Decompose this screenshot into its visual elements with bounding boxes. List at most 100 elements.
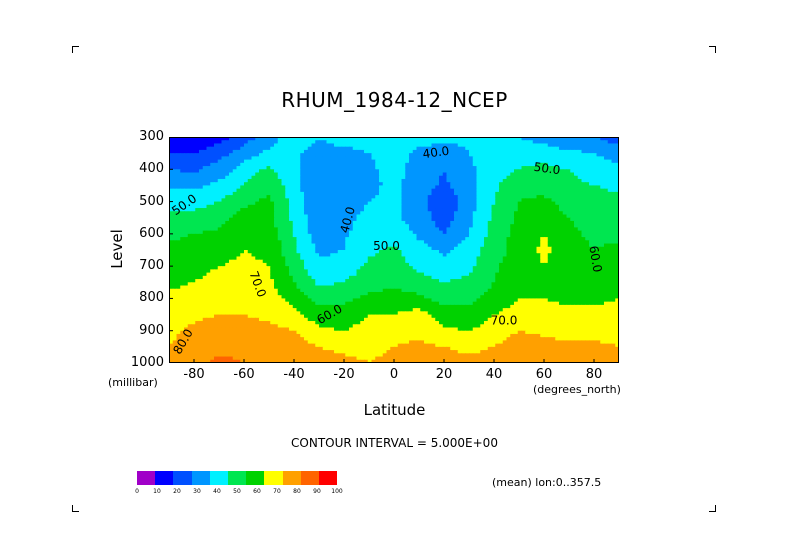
heatmap-cell — [615, 185, 619, 190]
heatmap-cell — [506, 256, 511, 261]
heatmap-cell — [296, 259, 301, 264]
heatmap-cell — [544, 246, 549, 251]
heatmap-cell — [442, 243, 448, 248]
heatmap-cell — [532, 227, 538, 232]
heatmap-cell — [307, 204, 313, 209]
heatmap-cell — [446, 153, 451, 157]
heatmap-cell — [547, 188, 553, 193]
heatmap-cell — [311, 237, 316, 241]
heatmap-cell — [495, 214, 500, 219]
heatmap-cell — [319, 172, 324, 177]
heatmap-cell — [409, 246, 414, 251]
heatmap-cell — [255, 253, 260, 258]
heatmap-cell — [562, 230, 568, 235]
heatmap-cell — [322, 166, 328, 170]
heatmap-cell — [255, 198, 260, 203]
heatmap-cell — [255, 214, 260, 219]
heatmap-cell — [345, 208, 350, 212]
heatmap-cell — [341, 237, 346, 241]
heatmap-cell — [525, 233, 530, 238]
heatmap-cell — [169, 262, 174, 267]
heatmap-cell — [337, 172, 343, 177]
heatmap-cell — [409, 172, 414, 177]
heatmap-cell — [457, 246, 463, 251]
heatmap-cell — [495, 243, 500, 248]
heatmap-cell — [480, 214, 485, 219]
heatmap-cell — [510, 137, 515, 141]
heatmap-cell — [435, 156, 440, 161]
heatmap-cell — [570, 237, 575, 241]
heatmap-cell — [502, 169, 508, 174]
heatmap-cell — [585, 253, 590, 258]
heatmap-cell — [574, 153, 579, 157]
heatmap-cell — [450, 259, 455, 264]
heatmap-cell — [465, 137, 470, 141]
heatmap-cell — [390, 233, 395, 238]
heatmap-cell — [360, 178, 365, 183]
heatmap-cell — [611, 227, 616, 232]
heatmap-cell — [191, 256, 196, 261]
heatmap-cell — [412, 156, 418, 161]
heatmap-cell — [540, 259, 545, 264]
heatmap-cell — [566, 162, 571, 167]
heatmap-cell — [371, 159, 376, 164]
heatmap-cell — [491, 214, 496, 219]
heatmap-cell — [281, 188, 286, 193]
heatmap-cell — [379, 178, 384, 183]
heatmap-cell — [424, 156, 429, 161]
heatmap-cell — [420, 237, 425, 241]
heatmap-cell — [251, 269, 256, 274]
heatmap-cell — [225, 169, 230, 174]
heatmap-cell — [349, 246, 354, 251]
heatmap-cell — [469, 188, 474, 193]
heatmap-cell — [510, 162, 515, 167]
heatmap-cell — [611, 259, 616, 264]
heatmap-cell — [409, 262, 414, 267]
heatmap-cell — [600, 140, 605, 145]
heatmap-cell — [487, 185, 493, 190]
heatmap-cell — [322, 204, 328, 209]
heatmap-cell — [266, 172, 271, 177]
heatmap-cell — [187, 201, 193, 206]
heatmap-cell — [341, 143, 346, 148]
heatmap-cell — [540, 256, 545, 261]
heatmap-cell — [450, 217, 455, 222]
heatmap-cell — [615, 214, 619, 219]
heatmap-cell — [397, 140, 403, 145]
heatmap-cell — [551, 198, 556, 203]
heatmap-cell — [427, 166, 433, 170]
heatmap-cell — [446, 220, 451, 225]
heatmap-cell — [195, 191, 200, 196]
heatmap-cell — [244, 243, 249, 248]
heatmap-cell — [225, 162, 230, 167]
heatmap-cell — [375, 195, 380, 199]
heatmap-cell — [394, 175, 399, 180]
heatmap-cell — [577, 256, 583, 261]
heatmap-cell — [502, 159, 508, 164]
heatmap-cell — [334, 143, 339, 148]
heatmap-cell — [484, 211, 489, 216]
heatmap-cell — [401, 162, 406, 167]
heatmap-cell — [281, 227, 286, 232]
heatmap-cell — [229, 188, 234, 193]
heatmap-cell — [577, 204, 583, 209]
heatmap-cell — [319, 208, 324, 212]
heatmap-cell — [442, 172, 448, 177]
heatmap-cell — [266, 227, 271, 232]
heatmap-cell — [232, 250, 238, 254]
heatmap-cell — [172, 182, 178, 187]
heatmap-cell — [517, 156, 523, 161]
heatmap-cell — [289, 224, 294, 228]
heatmap-cell — [480, 243, 485, 248]
heatmap-cell — [300, 208, 305, 212]
heatmap-cell — [382, 188, 388, 193]
heatmap-cell — [604, 169, 609, 174]
heatmap-cell — [289, 262, 294, 267]
heatmap-cell — [465, 259, 470, 264]
heatmap-cell — [360, 220, 365, 225]
heatmap-cell — [517, 162, 523, 167]
heatmap-cell — [405, 233, 410, 238]
heatmap-cell — [199, 211, 204, 216]
heatmap-cell — [536, 246, 541, 251]
heatmap-cell — [461, 217, 466, 222]
